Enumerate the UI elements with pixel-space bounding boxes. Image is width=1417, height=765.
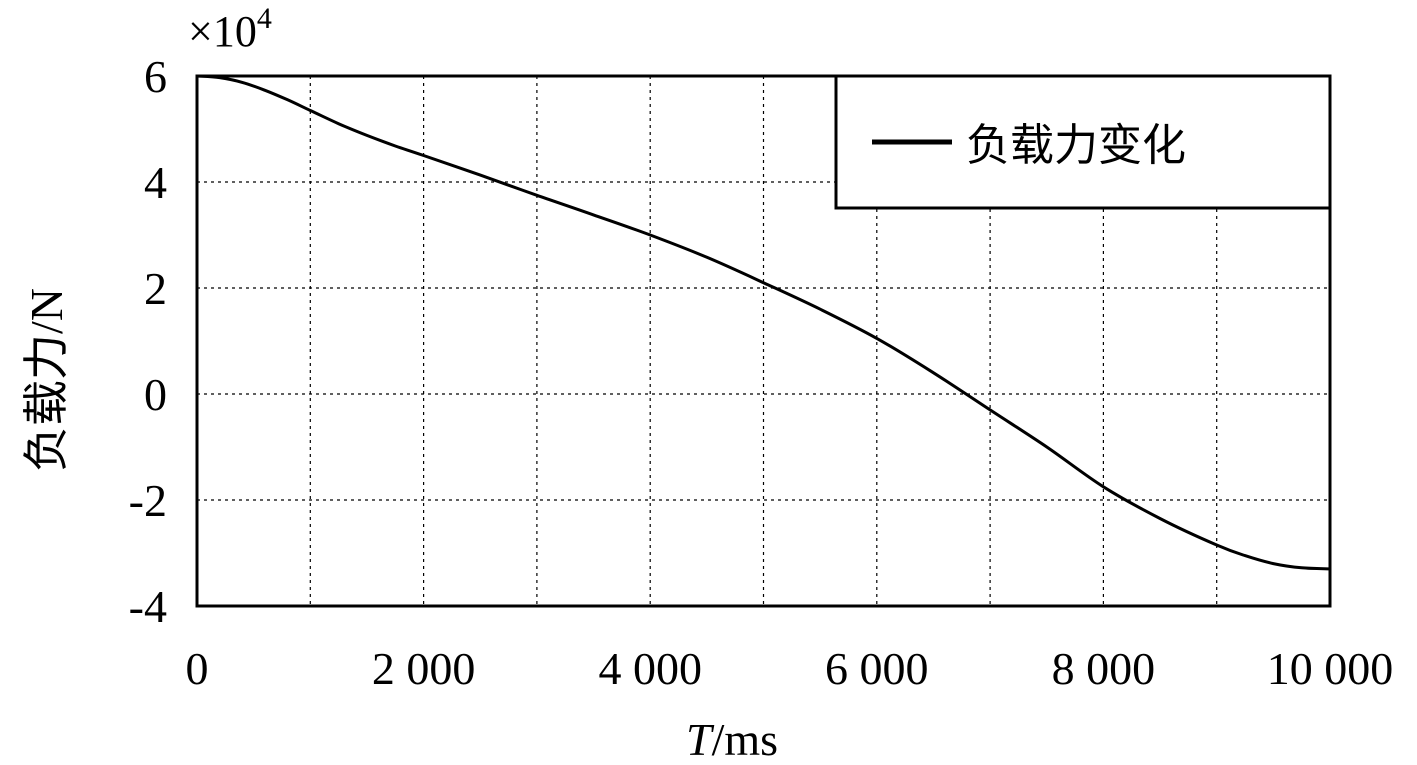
x-tick-label: 8 000 [1052, 643, 1156, 694]
series-layer [196, 74, 1331, 571]
y-tick-labels: 6 4 2 0 -2 -4 [129, 51, 167, 632]
x-tick-label: 6 000 [825, 643, 929, 694]
x-axis-title: T/ms [686, 714, 778, 765]
x-tick-label: 4 000 [598, 643, 702, 694]
y-tick-label: -2 [129, 475, 167, 526]
legend-label: 负载力变化 [966, 120, 1186, 171]
y-multiplier: ×104 [188, 2, 272, 56]
plot-frame [195, 74, 1332, 608]
x-tick-label: 10 000 [1267, 643, 1394, 694]
x-tick-labels: 0 2 000 4 000 6 000 8 000 10 000 [186, 643, 1394, 694]
x-tick-label: 2 000 [372, 643, 476, 694]
y-tick-label: 2 [144, 263, 167, 314]
y-tick-label: 0 [144, 369, 167, 420]
grid-lines [197, 76, 1330, 606]
x-tick-label: 0 [186, 643, 209, 694]
y-tick-label: -4 [129, 581, 167, 632]
y-axis-title: 负载力/N [21, 288, 72, 472]
series-line [196, 74, 1331, 571]
y-tick-label: 4 [144, 157, 167, 208]
legend: 负载力变化 [834, 74, 1332, 210]
y-tick-label: 6 [144, 51, 167, 102]
